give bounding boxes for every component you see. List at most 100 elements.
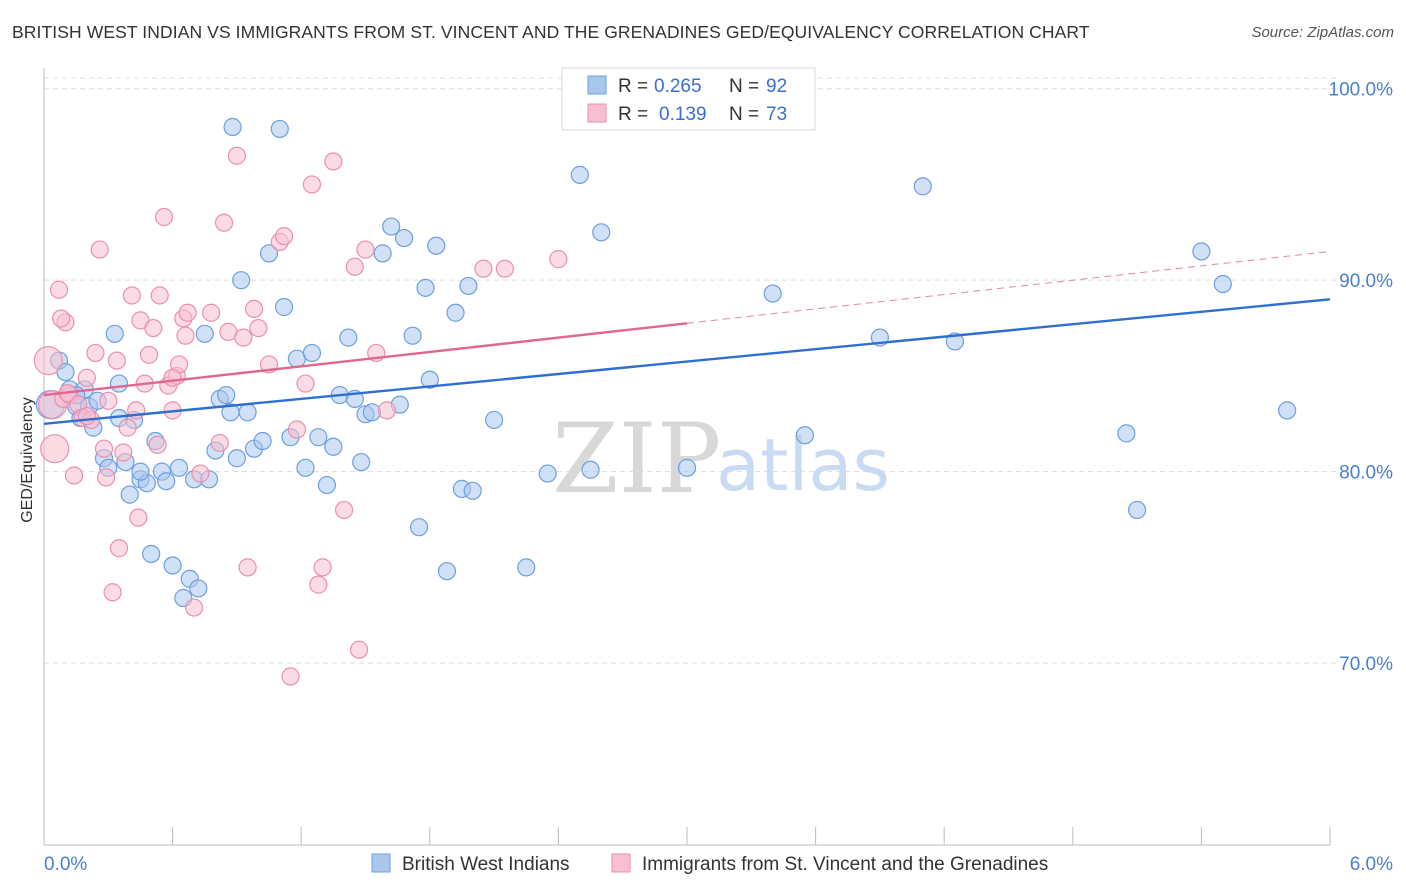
point-pink[interactable] — [249, 318, 268, 338]
point-blue[interactable] — [913, 177, 932, 196]
point-pink[interactable] — [90, 240, 109, 259]
point-pink[interactable] — [238, 558, 257, 577]
point-blue[interactable] — [259, 244, 279, 263]
point-blue[interactable] — [270, 119, 289, 139]
point-blue[interactable] — [189, 579, 208, 598]
point-blue[interactable] — [517, 558, 536, 577]
point-pink[interactable] — [176, 326, 195, 345]
point-blue[interactable] — [446, 303, 465, 322]
point-blue[interactable] — [1117, 424, 1136, 443]
point-pink[interactable] — [109, 539, 129, 558]
point-pink[interactable] — [148, 435, 167, 454]
point-blue[interactable] — [463, 481, 482, 500]
point-blue[interactable] — [105, 324, 124, 343]
point-blue[interactable] — [324, 437, 343, 456]
point-blue[interactable] — [420, 370, 439, 389]
point-blue[interactable] — [677, 458, 697, 477]
point-blue[interactable] — [581, 460, 600, 479]
point-pink[interactable] — [52, 309, 71, 328]
point-blue[interactable] — [223, 117, 242, 137]
point-blue[interactable] — [362, 403, 382, 422]
point-pink[interactable] — [163, 368, 182, 387]
point-blue[interactable] — [763, 284, 782, 303]
point-blue[interactable] — [302, 343, 322, 363]
point-pink[interactable] — [549, 250, 568, 269]
point-blue[interactable] — [238, 403, 257, 422]
point-pink[interactable] — [144, 318, 163, 338]
point-pink[interactable] — [107, 351, 126, 370]
point-blue[interactable] — [795, 426, 814, 445]
point-pink[interactable] — [377, 401, 397, 420]
point-blue[interactable] — [163, 556, 182, 575]
legend-swatch-blue[interactable] — [371, 853, 391, 873]
point-pink[interactable] — [97, 468, 116, 487]
point-pink[interactable] — [234, 328, 253, 347]
point-blue[interactable] — [437, 562, 457, 581]
point-blue[interactable] — [1127, 500, 1147, 520]
point-blue[interactable] — [409, 518, 429, 537]
point-pink[interactable] — [94, 439, 114, 458]
point-blue[interactable] — [142, 544, 161, 564]
point-blue[interactable] — [317, 475, 337, 495]
point-blue[interactable] — [109, 374, 129, 393]
point-pink[interactable] — [210, 433, 229, 453]
point-pink[interactable] — [118, 418, 137, 437]
legend-swatch-pink[interactable] — [611, 853, 631, 873]
point-blue[interactable] — [309, 428, 328, 447]
point-pink[interactable] — [302, 175, 322, 194]
point-blue[interactable] — [352, 452, 371, 472]
point-pink[interactable] — [99, 391, 118, 410]
point-blue[interactable] — [1213, 274, 1232, 294]
point-pink[interactable] — [227, 146, 246, 165]
point-pink[interactable] — [202, 303, 221, 322]
point-pink[interactable] — [349, 640, 369, 659]
point-pink[interactable] — [287, 420, 307, 439]
point-pink[interactable] — [274, 227, 294, 246]
point-pink[interactable] — [345, 257, 364, 276]
point-pink[interactable] — [324, 152, 343, 171]
point-pink[interactable] — [296, 374, 315, 393]
point-pink[interactable] — [129, 508, 148, 527]
point-blue[interactable] — [427, 236, 446, 255]
point-blue[interactable] — [296, 458, 315, 477]
point-blue[interactable] — [1278, 401, 1297, 420]
legend-label-pink[interactable]: Immigrants from St. Vincent and the Gren… — [642, 854, 1048, 875]
point-blue[interactable] — [592, 223, 611, 242]
point-blue[interactable] — [120, 485, 139, 504]
point-blue[interactable] — [274, 297, 294, 317]
point-blue[interactable] — [416, 278, 435, 297]
point-blue[interactable] — [195, 324, 214, 343]
point-pink[interactable] — [122, 286, 141, 305]
point-blue[interactable] — [538, 464, 557, 483]
point-pink[interactable] — [178, 303, 197, 322]
point-blue[interactable] — [232, 271, 251, 290]
point-pink[interactable] — [114, 443, 133, 462]
point-blue[interactable] — [227, 449, 246, 468]
point-pink[interactable] — [77, 407, 96, 426]
point-pink[interactable] — [77, 368, 96, 387]
point-blue[interactable] — [157, 472, 176, 491]
point-blue[interactable] — [570, 165, 589, 184]
point-pink[interactable] — [244, 299, 264, 319]
point-pink[interactable] — [474, 259, 493, 278]
point-blue[interactable] — [339, 328, 358, 347]
point-pink[interactable] — [154, 207, 174, 227]
point-pink[interactable] — [309, 575, 328, 594]
point-blue[interactable] — [485, 410, 504, 430]
point-blue[interactable] — [253, 431, 272, 451]
point-blue[interactable] — [169, 458, 189, 477]
point-pink[interactable] — [33, 345, 63, 376]
point-blue[interactable] — [382, 217, 401, 236]
point-pink[interactable] — [86, 343, 105, 363]
point-blue[interactable] — [217, 385, 236, 405]
point-pink[interactable] — [139, 345, 159, 364]
point-pink[interactable] — [191, 464, 210, 483]
point-pink[interactable] — [184, 598, 204, 617]
point-blue[interactable] — [373, 244, 392, 263]
legend-label-blue[interactable]: British West Indians — [402, 854, 570, 875]
point-pink[interactable] — [103, 583, 122, 602]
point-blue[interactable] — [394, 228, 414, 248]
point-pink[interactable] — [495, 259, 514, 278]
point-blue[interactable] — [131, 462, 150, 481]
point-blue[interactable] — [1192, 242, 1211, 261]
